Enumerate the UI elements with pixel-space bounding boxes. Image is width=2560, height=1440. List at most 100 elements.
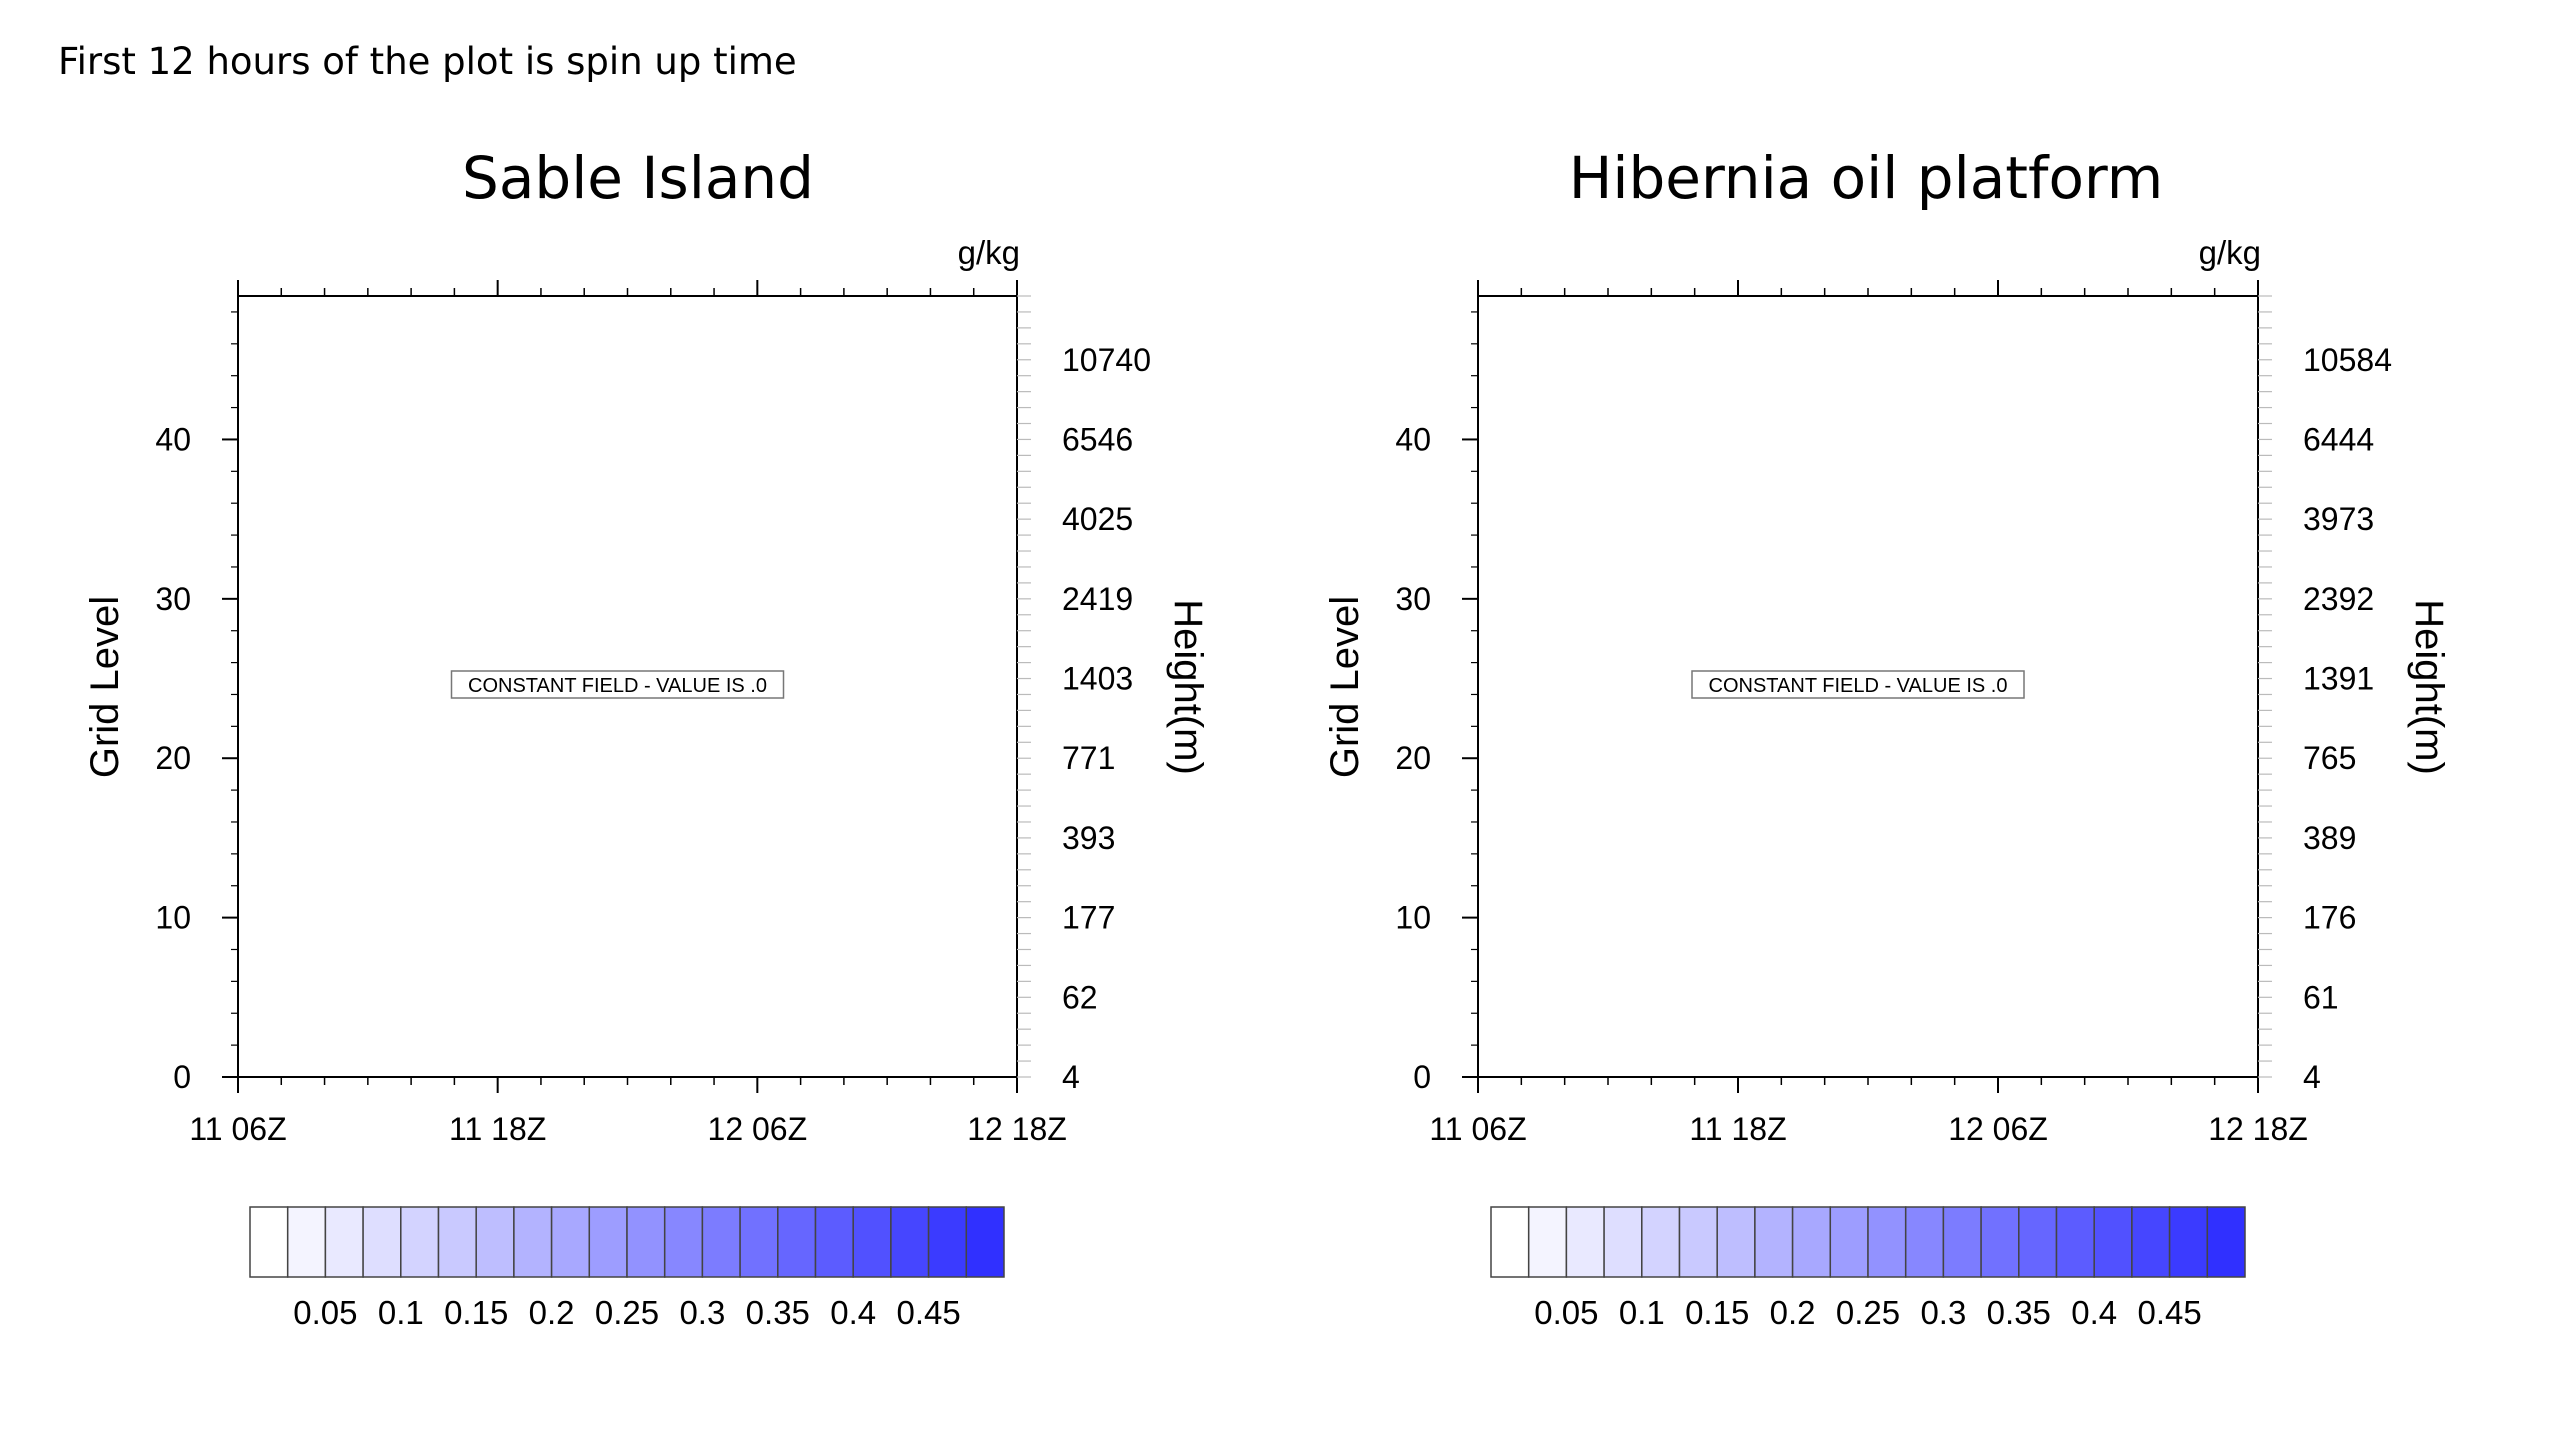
colorbar-box [1641, 1206, 1681, 1278]
colorbar-box [777, 1206, 817, 1278]
colorbar-box [701, 1206, 741, 1278]
annotation-text: CONSTANT FIELD - VALUE IS .0 [1709, 675, 2008, 697]
colorbar-label: 0.4 [2071, 1294, 2117, 1331]
colorbar-box [1942, 1206, 1982, 1278]
colorbar-box [1603, 1206, 1643, 1278]
height-tick-label: 10740 [1062, 342, 1151, 378]
colorbar-box [1565, 1206, 1605, 1278]
y2-axis-label: Height(m) [2407, 599, 2451, 775]
x-tick-label: 11 06Z [1429, 1111, 1526, 1147]
colorbar-box [513, 1206, 553, 1278]
height-tick-label: 177 [1062, 900, 1115, 936]
height-tick-label: 771 [1062, 740, 1115, 776]
colorbar-label: 0.4 [830, 1294, 876, 1331]
colorbar-label: 0.45 [896, 1294, 960, 1331]
colorbar-box [1754, 1206, 1794, 1278]
colorbar-box [550, 1206, 591, 1278]
y-tick-label: 10 [155, 900, 191, 936]
height-tick-label: 1403 [1062, 661, 1133, 697]
colorbar-box [1867, 1206, 1907, 1278]
colorbar-label: 0.1 [1619, 1294, 1665, 1331]
colorbar-box [965, 1206, 1005, 1278]
height-tick-label: 62 [1062, 979, 1098, 1015]
height-tick-label: 389 [2303, 820, 2356, 856]
x-tick-label: 12 18Z [967, 1111, 1067, 1147]
height-tick-label: 765 [2303, 740, 2356, 776]
colorbar-box [663, 1206, 704, 1278]
colorbar-box [249, 1206, 289, 1278]
page-caption: First 12 hours of the plot is spin up ti… [58, 40, 797, 83]
height-tick-label: 6546 [1062, 421, 1133, 457]
colorbar-label: 0.05 [293, 1294, 357, 1331]
colorbar-label: 0.45 [2137, 1294, 2201, 1331]
y-tick-label: 0 [173, 1059, 191, 1095]
height-tick-label: 2419 [1062, 581, 1133, 617]
units-label: g/kg [2199, 234, 2261, 271]
y-tick-label: 20 [1395, 740, 1431, 776]
colorbar-box [890, 1206, 930, 1278]
colorbar-label: 0.15 [444, 1294, 508, 1331]
y-tick-label: 40 [155, 421, 191, 457]
colorbar-box [437, 1206, 477, 1278]
height-tick-label: 3973 [2303, 501, 2374, 537]
colorbar-box [1829, 1206, 1869, 1278]
y-axis-label: Grid Level [1323, 596, 1367, 778]
x-tick-label: 12 18Z [2208, 1111, 2308, 1147]
colorbar-label: 0.05 [1534, 1294, 1598, 1331]
colorbar-box [1678, 1206, 1718, 1278]
colorbar-box [626, 1206, 666, 1278]
chart-title: Hibernia oil platform [1569, 144, 2164, 212]
x-tick-label: 11 18Z [449, 1111, 546, 1147]
colorbar-box [2206, 1206, 2246, 1278]
colorbar-box [475, 1206, 515, 1278]
colorbar-box [324, 1206, 364, 1278]
y-tick-label: 30 [155, 581, 191, 617]
annotation-text: CONSTANT FIELD - VALUE IS .0 [468, 675, 767, 697]
height-tick-label: 10584 [2303, 342, 2392, 378]
y-tick-label: 0 [1413, 1059, 1431, 1095]
chart-title: Sable Island [462, 144, 814, 212]
height-tick-label: 1391 [2303, 661, 2374, 697]
height-tick-label: 61 [2303, 979, 2339, 1015]
colorbar-box [362, 1206, 402, 1278]
sable-island-panel: Sable Island g/kg 11 06Z 11 18Z 12 06Z 12 18Z… [83, 144, 1210, 1331]
colorbar-label: 0.35 [1987, 1294, 2051, 1331]
colorbar-label: 0.3 [679, 1294, 725, 1331]
colorbar-label: 0.1 [378, 1294, 424, 1331]
height-tick-label: 4025 [1062, 501, 1133, 537]
x-tick-label: 11 18Z [1689, 1111, 1786, 1147]
height-tick-label: 2392 [2303, 581, 2374, 617]
y-tick-label: 40 [1395, 421, 1431, 457]
y-tick-label: 10 [1395, 900, 1431, 936]
colorbar-label: 0.15 [1685, 1294, 1749, 1331]
x-tick-label: 11 06Z [189, 1111, 286, 1147]
colorbar-box [814, 1206, 854, 1278]
colorbar-box [2055, 1206, 2095, 1278]
colorbar-box [588, 1206, 628, 1278]
colorbar-box [1791, 1206, 1832, 1278]
colorbar-label: 0.2 [529, 1294, 575, 1331]
colorbar-box [739, 1206, 779, 1278]
colorbar-label: 0.25 [595, 1294, 659, 1331]
height-tick-label: 4 [1062, 1059, 1080, 1095]
colorbar-box [1904, 1206, 1945, 1278]
height-tick-label: 6444 [2303, 421, 2374, 457]
height-tick-label: 393 [1062, 820, 1115, 856]
colorbar-box [2093, 1206, 2133, 1278]
colorbar-label: 0.2 [1770, 1294, 1816, 1331]
colorbar-box [1980, 1206, 2020, 1278]
x-tick-label: 12 06Z [1948, 1111, 2048, 1147]
colorbar-box [2168, 1206, 2209, 1278]
colorbar-box [400, 1206, 440, 1278]
colorbar-box [2131, 1206, 2171, 1278]
colorbar-label: 0.3 [1920, 1294, 1966, 1331]
annotation-box [1691, 670, 2025, 699]
colorbar-box [286, 1206, 327, 1278]
colorbar-box [1527, 1206, 1568, 1278]
colorbar-box [852, 1206, 892, 1278]
height-tick-label: 176 [2303, 900, 2356, 936]
y-tick-label: 20 [155, 740, 191, 776]
colorbar-label: 0.35 [746, 1294, 810, 1331]
colorbar-box [2018, 1206, 2058, 1278]
